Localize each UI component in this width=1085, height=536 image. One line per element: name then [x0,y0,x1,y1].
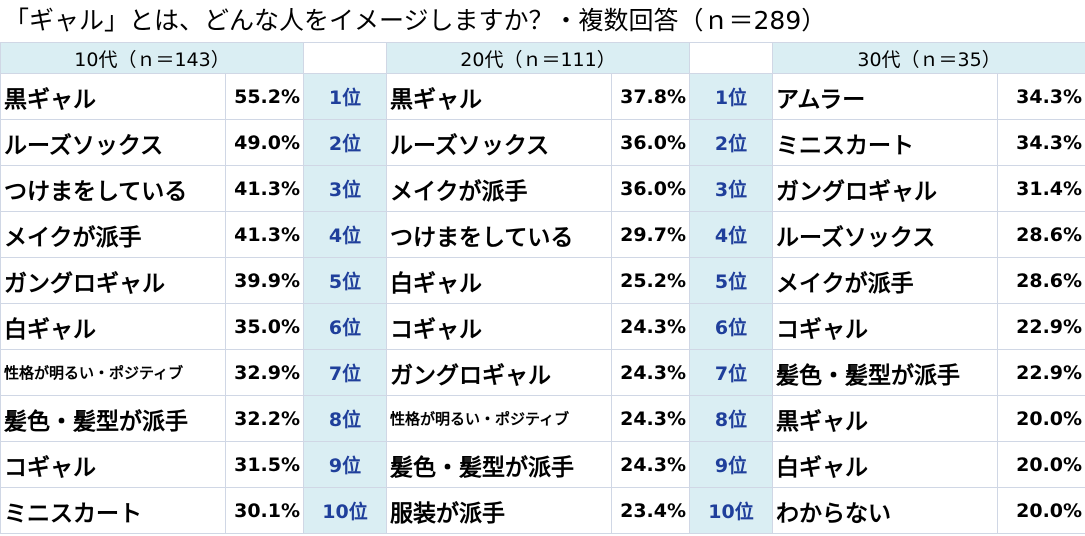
pct-teens: 55.2% [224,73,305,120]
rank-label: 10位 [303,487,388,534]
pct-thirties: 34.3% [997,119,1085,166]
rank-label: 9位 [689,441,774,488]
rank-label: 6位 [689,303,774,350]
table-row: 髪色・髪型が派手 32.2% 8位 性格が明るい・ポジティブ 24.3% 8位 黒ギャル 20… [0,395,1085,442]
item-teens: 性格が明るい・ポジティブ [0,349,226,396]
item-thirties: ガングロギャル [772,165,999,212]
item-twenties: コギャル [386,303,613,350]
rank-label: 5位 [303,257,388,304]
rank-label: 8位 [303,395,388,442]
item-twenties: 白ギャル [386,257,613,304]
pct-teens: 41.3% [224,165,305,212]
rank-label: 1位 [689,73,774,120]
item-thirties: ミニスカート [772,119,999,166]
rank-label: 1位 [303,73,388,120]
pct-thirties: 28.6% [997,257,1085,304]
item-twenties: 服装が派手 [386,487,613,534]
item-teens: ガングロギャル [0,257,226,304]
pct-twenties: 24.3% [611,441,691,488]
item-thirties: 髪色・髪型が派手 [772,349,999,396]
pct-teens: 41.3% [224,211,305,258]
rank-label: 8位 [689,395,774,442]
item-twenties: メイクが派手 [386,165,613,212]
item-teens: 黒ギャル [0,73,226,120]
pct-thirties: 34.3% [997,73,1085,120]
item-teens: つけまをしている [0,165,226,212]
pct-twenties: 23.4% [611,487,691,534]
item-teens: コギャル [0,441,226,488]
item-thirties: アムラー [772,73,999,120]
rank-label: 4位 [303,211,388,258]
pct-thirties: 22.9% [997,303,1085,350]
header-30s: 30代（ｎ＝35） [772,42,1085,74]
pct-twenties: 24.3% [611,395,691,442]
pct-twenties: 24.3% [611,303,691,350]
pct-teens: 39.9% [224,257,305,304]
survey-title: 「ギャル」とは、どんな人をイメージしますか？・複数回答（ｎ＝289） [4,6,827,35]
rank-label: 7位 [689,349,774,396]
pct-teens: 30.1% [224,487,305,534]
table-row: 白ギャル 35.0% 6位 コギャル 24.3% 6位 コギャル 22.9% [0,303,1085,350]
item-teens: ミニスカート [0,487,226,534]
rank-label: 3位 [303,165,388,212]
pct-teens: 32.2% [224,395,305,442]
rank-label: 10位 [689,487,774,534]
item-thirties: コギャル [772,303,999,350]
header-20s: 20代（ｎ＝111） [386,42,691,74]
rank-label: 7位 [303,349,388,396]
header-10s: 10代（ｎ＝143） [0,42,305,74]
item-twenties: つけまをしている [386,211,613,258]
rank-label: 2位 [303,119,388,166]
table-row: 黒ギャル 55.2% 1位 黒ギャル 37.8% 1位 アムラー 34.3% [0,73,1085,120]
item-thirties: ルーズソックス [772,211,999,258]
pct-thirties: 20.0% [997,395,1085,442]
table-row: 性格が明るい・ポジティブ 32.9% 7位 ガングロギャル 24.3% 7位 髪色・髪型が派… [0,349,1085,396]
pct-teens: 31.5% [224,441,305,488]
pct-thirties: 20.0% [997,487,1085,534]
pct-twenties: 36.0% [611,165,691,212]
item-teens: 髪色・髪型が派手 [0,395,226,442]
pct-thirties: 28.6% [997,211,1085,258]
item-thirties: メイクが派手 [772,257,999,304]
rank-label: 3位 [689,165,774,212]
header-gap [689,42,774,74]
pct-thirties: 22.9% [997,349,1085,396]
item-teens: ルーズソックス [0,119,226,166]
item-teens: 白ギャル [0,303,226,350]
item-twenties: 髪色・髪型が派手 [386,441,613,488]
rank-label: 9位 [303,441,388,488]
header-row: 10代（ｎ＝143） 20代（ｎ＝111） 30代（ｎ＝35） [0,42,1085,74]
item-teens: メイクが派手 [0,211,226,258]
item-twenties: ルーズソックス [386,119,613,166]
pct-thirties: 20.0% [997,441,1085,488]
table-row: ルーズソックス 49.0% 2位 ルーズソックス 36.0% 2位 ミニスカート 34.3% [0,119,1085,166]
rank-label: 2位 [689,119,774,166]
pct-teens: 49.0% [224,119,305,166]
header-gap [303,42,388,74]
item-twenties: ガングロギャル [386,349,613,396]
pct-teens: 35.0% [224,303,305,350]
rank-label: 4位 [689,211,774,258]
table-row: ミニスカート 30.1% 10位 服装が派手 23.4% 10位 わからない 20.0% [0,487,1085,534]
item-thirties: 白ギャル [772,441,999,488]
table-row: つけまをしている 41.3% 3位 メイクが派手 36.0% 3位 ガングロギャル 31.4% [0,165,1085,212]
rank-label: 6位 [303,303,388,350]
ranking-table: 10代（ｎ＝143） 20代（ｎ＝111） 30代（ｎ＝35） 黒ギャル 55.2… [0,42,1085,534]
item-thirties: 黒ギャル [772,395,999,442]
item-twenties: 黒ギャル [386,73,613,120]
pct-twenties: 37.8% [611,73,691,120]
pct-twenties: 25.2% [611,257,691,304]
pct-twenties: 36.0% [611,119,691,166]
rank-label: 5位 [689,257,774,304]
pct-twenties: 29.7% [611,211,691,258]
pct-teens: 32.9% [224,349,305,396]
pct-thirties: 31.4% [997,165,1085,212]
item-thirties: わからない [772,487,999,534]
table-row: メイクが派手 41.3% 4位 つけまをしている 29.7% 4位 ルーズソックス 28.6% [0,211,1085,258]
table-row: ガングロギャル 39.9% 5位 白ギャル 25.2% 5位 メイクが派手 28.6% [0,257,1085,304]
table-row: コギャル 31.5% 9位 髪色・髪型が派手 24.3% 9位 白ギャル 20.0% [0,441,1085,488]
pct-twenties: 24.3% [611,349,691,396]
item-twenties: 性格が明るい・ポジティブ [386,395,613,442]
